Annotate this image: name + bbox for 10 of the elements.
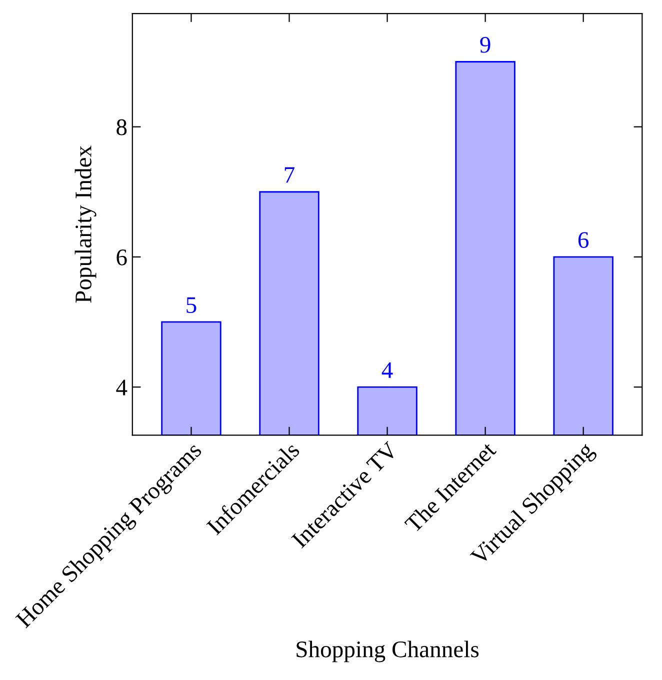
- y-axis-title: Popularity Index: [74, 146, 96, 303]
- data-label: 4: [382, 362, 393, 378]
- x-axis-title: Shopping Channels: [296, 640, 479, 662]
- data-label: 9: [480, 36, 490, 53]
- y-tick-label: 6: [116, 249, 127, 266]
- data-label: 7: [284, 167, 294, 183]
- y-tick-label: 4: [116, 380, 128, 396]
- data-label: 6: [578, 232, 589, 248]
- y-tick-label: 8: [116, 119, 127, 136]
- data-label: 5: [186, 297, 196, 314]
